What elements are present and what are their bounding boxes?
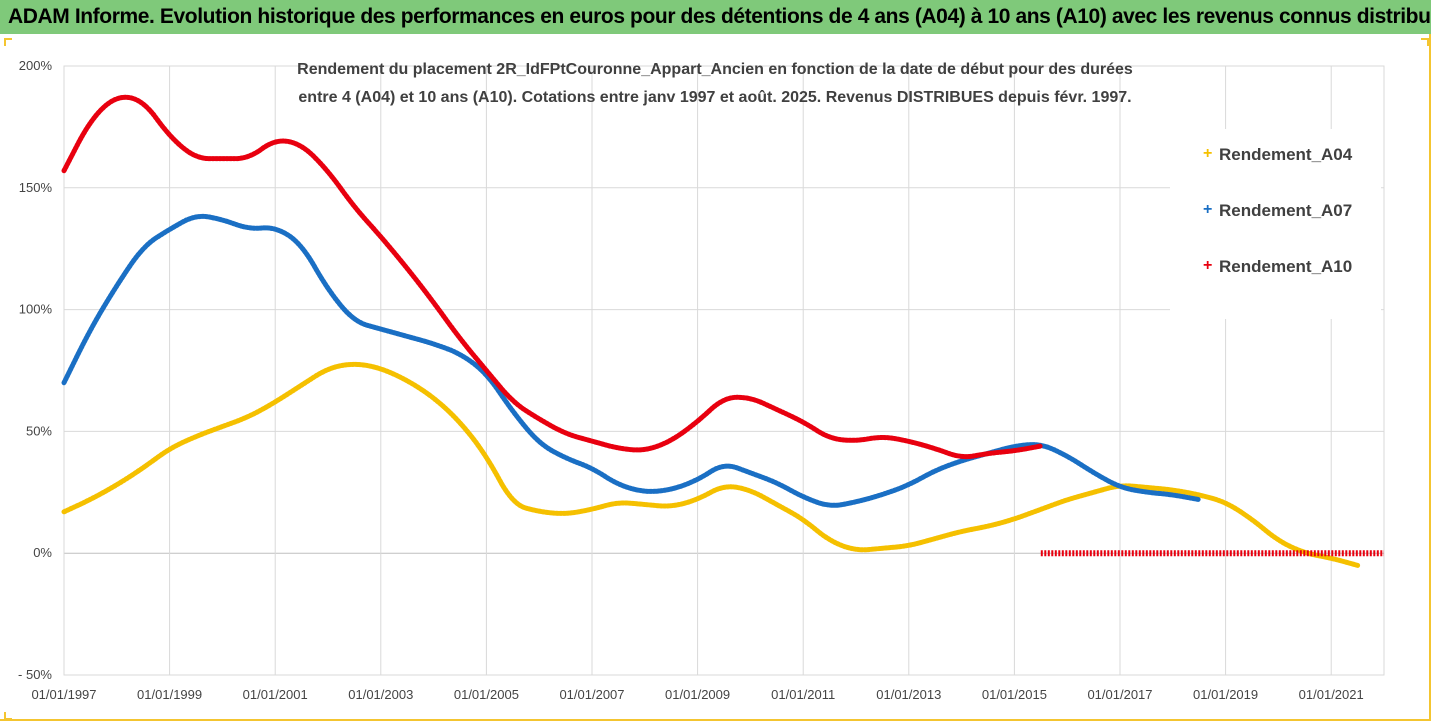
chart-subtitle-line-1: Rendement du placement 2R_IdFPtCouronne_…: [297, 61, 1133, 78]
x-axis-ticks: 01/01/1997 01/01/1999 01/01/2001 01/01/2003…: [31, 687, 1363, 702]
x-tick-label: 01/01/2009: [665, 687, 730, 702]
series-line-Rendement_A04: [61, 361, 1361, 568]
legend-background: [1170, 129, 1381, 319]
x-tick-label: 01/01/2001: [243, 687, 308, 702]
legend-marker-Rendement_A10: +: [1203, 257, 1212, 274]
plot-border: [63, 65, 1385, 676]
legend-label-Rendement_A07: Rendement_A07: [1219, 201, 1352, 220]
y-axis-ticks: 200% 150% 100% 50% 0% - 50%: [18, 58, 52, 682]
x-tick-label: 01/01/2021: [1299, 687, 1364, 702]
frame-corner-bottom-left: [4, 712, 12, 720]
x-tick-label: 01/01/2007: [559, 687, 624, 702]
frame-corner-top-left: [4, 38, 12, 46]
chart-subtitle-line-2: entre 4 (A04) et 10 ans (A10). Cotations…: [298, 89, 1131, 106]
y-tick-label: 0%: [33, 545, 52, 560]
x-tick-label: 01/01/1997: [31, 687, 96, 702]
legend: + Rendement_A04 + Rendement_A07 + Rendement_A…: [1203, 145, 1353, 276]
y-tick-label: 50%: [26, 423, 52, 438]
legend-label-Rendement_A04: Rendement_A04: [1219, 145, 1353, 164]
x-tick-label: 01/01/2003: [348, 687, 413, 702]
header-bar: ADAM Informe. Evolution historique des p…: [0, 0, 1431, 34]
x-tick-label: 01/01/2005: [454, 687, 519, 702]
legend-marker-Rendement_A04: +: [1203, 145, 1212, 162]
x-tick-label: 01/01/2013: [876, 687, 941, 702]
performance-chart: 200%150%100%50%0%- 50% 01/01/1997 01/01/1…: [18, 58, 1385, 702]
x-tick-label: 01/01/2019: [1193, 687, 1258, 702]
y-tick-label: 150%: [19, 180, 53, 195]
series-line-Rendement_A07: [61, 213, 1202, 508]
gridlines: [63, 65, 1385, 676]
frame-corner-top-right: [1421, 38, 1429, 46]
legend-label-Rendement_A10: Rendement_A10: [1219, 257, 1352, 276]
series-line-Rendement_A10: [61, 94, 1044, 460]
chart-frame: [0, 34, 1431, 721]
y-tick-label: 100%: [19, 302, 53, 317]
x-tick-label: 01/01/1999: [137, 687, 202, 702]
x-tick-label: 01/01/2017: [1087, 687, 1152, 702]
legend-marker-Rendement_A07: +: [1203, 201, 1212, 218]
y-tick-label: 200%: [19, 58, 53, 73]
x-tick-label: 01/01/2015: [982, 687, 1047, 702]
y-tick-label: - 50%: [18, 667, 52, 682]
series-lines: [61, 94, 1384, 568]
x-tick-label: 01/01/2011: [771, 687, 835, 702]
page-title: ADAM Informe. Evolution historique des p…: [8, 5, 1431, 28]
